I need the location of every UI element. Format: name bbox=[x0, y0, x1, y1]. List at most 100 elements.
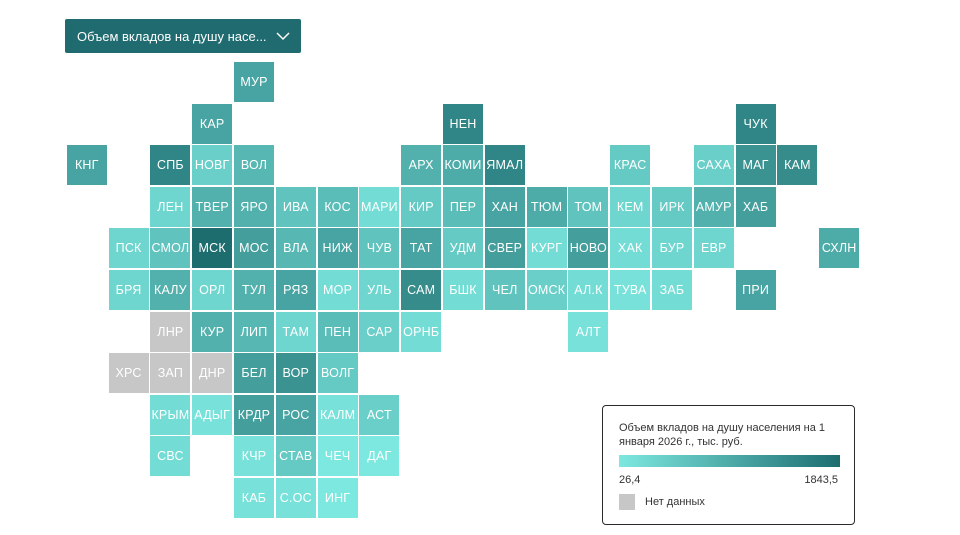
region-tile[interactable]: ЛЕН bbox=[150, 186, 191, 227]
region-tile[interactable]: ИНГ bbox=[317, 478, 358, 518]
region-tile[interactable]: МОР bbox=[317, 270, 358, 310]
region-tile[interactable]: ТАМ bbox=[275, 311, 316, 352]
region-tile[interactable]: БУР bbox=[652, 228, 692, 269]
region-tile[interactable]: РОС bbox=[275, 394, 316, 435]
region-tile[interactable]: ХАК bbox=[610, 228, 651, 269]
region-tile[interactable]: ОРЛ bbox=[192, 270, 233, 310]
region-tile[interactable]: ВЛА bbox=[275, 228, 316, 269]
region-tile[interactable]: КРДР bbox=[234, 394, 274, 435]
region-tile[interactable]: АМУР bbox=[693, 186, 734, 227]
legend-min-value: 26,4 bbox=[619, 474, 641, 486]
region-tile[interactable]: КРЫМ bbox=[150, 394, 191, 435]
region-tile[interactable]: САХА bbox=[693, 145, 734, 186]
region-tile[interactable]: СХЛН bbox=[819, 228, 860, 269]
region-tile[interactable]: ДНР bbox=[192, 353, 233, 394]
region-tile[interactable]: СВС bbox=[150, 436, 191, 477]
region-tile[interactable]: КЧР bbox=[234, 436, 274, 477]
region-tile[interactable]: НИЖ bbox=[317, 228, 358, 269]
region-tile[interactable]: БШК bbox=[443, 270, 483, 310]
region-tile[interactable]: НОВГ bbox=[192, 145, 233, 186]
region-tile[interactable]: ЧУК bbox=[735, 103, 776, 144]
region-tile[interactable]: КАЛУ bbox=[150, 270, 191, 310]
region-tile[interactable]: НОВО bbox=[568, 228, 609, 269]
region-tile[interactable]: КЕМ bbox=[610, 186, 651, 227]
region-tile[interactable]: ОРНБ bbox=[401, 311, 442, 352]
region-tile[interactable]: АДЫГ bbox=[192, 394, 233, 435]
region-tile[interactable]: ТАТ bbox=[401, 228, 442, 269]
region-tile[interactable]: ВОЛГ bbox=[317, 353, 358, 394]
region-tile[interactable]: МОС bbox=[234, 228, 274, 269]
region-tile[interactable]: ХАБ bbox=[735, 186, 776, 227]
region-tile[interactable]: КУРГ bbox=[526, 228, 567, 269]
region-tile[interactable]: КАБ bbox=[234, 478, 274, 518]
no-data-label: Нет данных bbox=[645, 496, 705, 508]
legend-max-value: 1843,5 bbox=[804, 474, 838, 486]
region-tile[interactable]: ТЮМ bbox=[526, 186, 567, 227]
region-tile[interactable]: ПРИ bbox=[735, 270, 776, 310]
region-tile[interactable]: ЛИП bbox=[234, 311, 274, 352]
region-tile[interactable]: ТУВА bbox=[610, 270, 651, 310]
region-tile[interactable]: СМОЛ bbox=[150, 228, 191, 269]
region-tile[interactable]: ВОЛ bbox=[234, 145, 274, 186]
region-tile[interactable]: КАР bbox=[192, 103, 233, 144]
dropdown-label: Объем вкладов на душу насе... bbox=[77, 28, 267, 44]
region-tile[interactable]: УДМ bbox=[443, 228, 483, 269]
region-tile[interactable]: АСТ bbox=[359, 394, 400, 435]
region-tile[interactable]: САР bbox=[359, 311, 400, 352]
region-tile[interactable]: ДАГ bbox=[359, 436, 400, 477]
region-tile[interactable]: СТАВ bbox=[275, 436, 316, 477]
region-tile[interactable]: АЛ.К bbox=[568, 270, 609, 310]
region-tile[interactable]: С.ОС bbox=[275, 478, 316, 518]
region-tile[interactable]: КИР bbox=[401, 186, 442, 227]
region-tile[interactable]: КРАС bbox=[610, 145, 651, 186]
region-tile[interactable]: РЯЗ bbox=[275, 270, 316, 310]
region-tile[interactable]: УЛЬ bbox=[359, 270, 400, 310]
region-tile[interactable]: НЕН bbox=[443, 103, 483, 144]
region-tile[interactable]: АРХ bbox=[401, 145, 442, 186]
region-tile[interactable]: КУР bbox=[192, 311, 233, 352]
region-tile[interactable]: АЛТ bbox=[568, 311, 609, 352]
legend-color-scale bbox=[619, 455, 840, 467]
no-data-swatch bbox=[619, 494, 635, 510]
region-tile[interactable]: САМ bbox=[401, 270, 442, 310]
region-tile[interactable]: ЕВР bbox=[693, 228, 734, 269]
region-tile[interactable]: ХРС bbox=[108, 353, 149, 394]
region-tile[interactable]: ЛНР bbox=[150, 311, 191, 352]
region-tile[interactable]: ТУЛ bbox=[234, 270, 274, 310]
region-tile[interactable]: КОМИ bbox=[443, 145, 483, 186]
region-tile[interactable]: СВЕР bbox=[484, 228, 525, 269]
region-tile[interactable]: МАГ bbox=[735, 145, 776, 186]
region-tile[interactable]: ЧЕЛ bbox=[484, 270, 525, 310]
region-tile[interactable]: МСК bbox=[192, 228, 233, 269]
region-tile[interactable]: ЯРО bbox=[234, 186, 274, 227]
region-tile[interactable]: ИРК bbox=[652, 186, 692, 227]
region-tile[interactable]: ТОМ bbox=[568, 186, 609, 227]
region-tile[interactable]: ЯМАЛ bbox=[484, 145, 525, 186]
region-tile[interactable]: ПЕР bbox=[443, 186, 483, 227]
region-tile[interactable]: КОС bbox=[317, 186, 358, 227]
region-tile[interactable]: ЗАП bbox=[150, 353, 191, 394]
legend-title: Объем вкладов на душу населения на 1 янв… bbox=[619, 422, 825, 448]
region-tile[interactable]: ХАН bbox=[484, 186, 525, 227]
region-tile[interactable]: ВОР bbox=[275, 353, 316, 394]
region-tile[interactable]: БРЯ bbox=[108, 270, 149, 310]
region-tile[interactable]: СПБ bbox=[150, 145, 191, 186]
region-tile[interactable]: ИВА bbox=[275, 186, 316, 227]
region-tile[interactable]: КАМ bbox=[777, 145, 818, 186]
region-tile[interactable]: ТВЕР bbox=[192, 186, 233, 227]
region-tile[interactable]: ЧУВ bbox=[359, 228, 400, 269]
region-tile[interactable]: МАРИ bbox=[359, 186, 400, 227]
region-tile[interactable]: КНГ bbox=[66, 145, 107, 186]
chevron-down-icon[interactable] bbox=[275, 28, 291, 44]
region-tile[interactable]: МУР bbox=[234, 62, 274, 102]
region-tile[interactable]: ЗАБ bbox=[652, 270, 692, 310]
region-tile[interactable]: КАЛМ bbox=[317, 394, 358, 435]
region-tile[interactable]: ПЕН bbox=[317, 311, 358, 352]
map-legend: Объем вкладов на душу населения на 1 янв… bbox=[602, 405, 855, 525]
region-tile[interactable]: ПСК bbox=[108, 228, 149, 269]
region-tile[interactable]: БЕЛ bbox=[234, 353, 274, 394]
region-tile[interactable]: ОМСК bbox=[526, 270, 567, 310]
indicator-dropdown[interactable]: Объем вкладов на душу насе... bbox=[65, 19, 301, 53]
region-tile[interactable]: ЧЕЧ bbox=[317, 436, 358, 477]
